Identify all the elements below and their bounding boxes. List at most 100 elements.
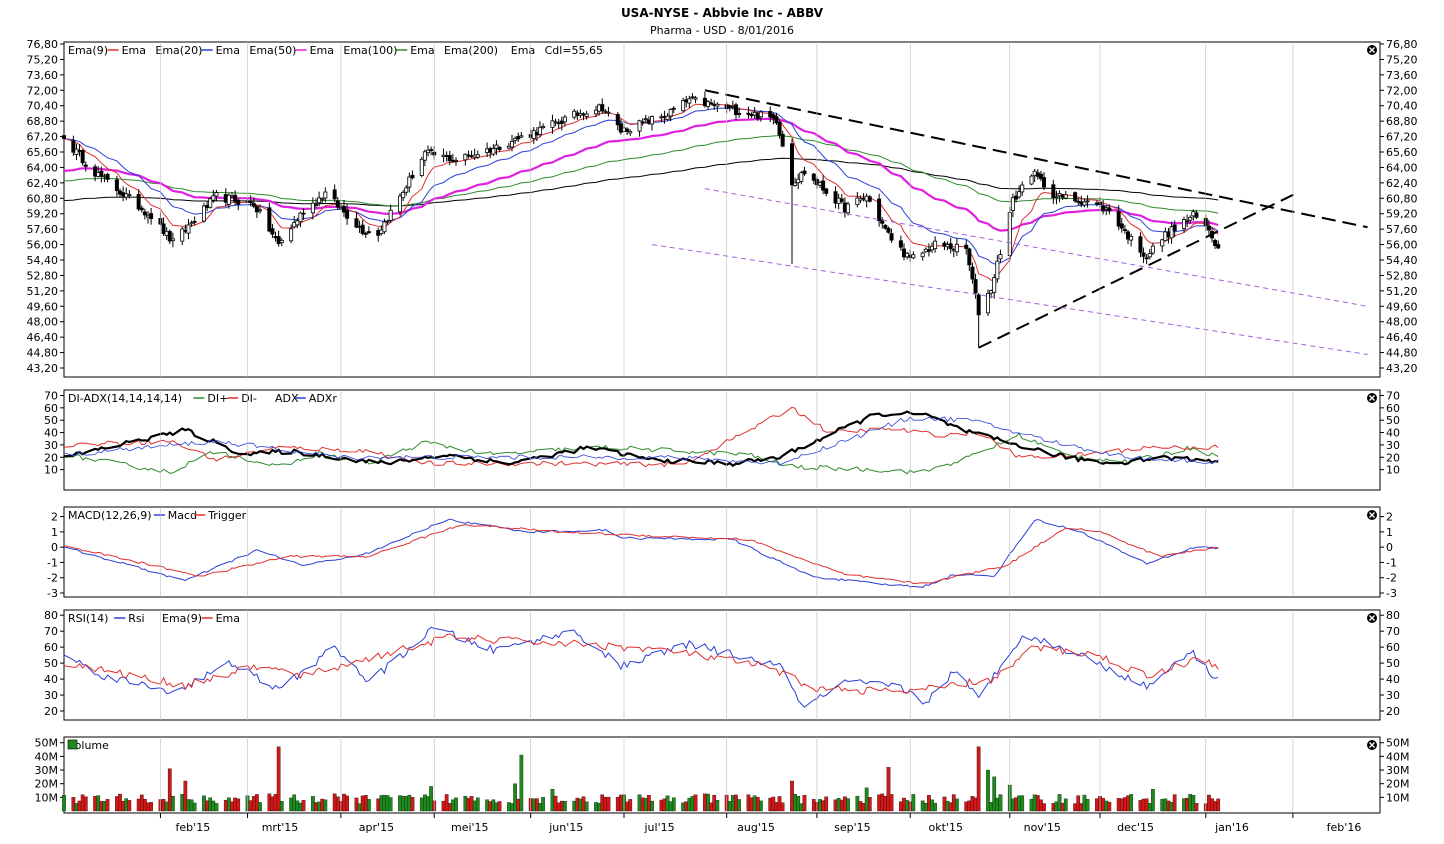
volume-bar: [790, 780, 794, 812]
candle: [790, 138, 795, 264]
volume-bar: [186, 799, 191, 812]
volume-bar: [354, 797, 359, 812]
y-tick-label-right: -1: [1386, 556, 1397, 569]
y-tick-label-left: 75,20: [27, 53, 59, 66]
candle: [71, 135, 76, 156]
candle: [898, 235, 903, 251]
volume-bar: [615, 796, 620, 812]
candle: [681, 97, 686, 113]
volume-bar: [258, 802, 262, 812]
dmi-panel-close-button[interactable]: [1367, 393, 1377, 403]
volume-panel-close-button[interactable]: [1367, 740, 1377, 750]
volume-bar: [662, 798, 667, 812]
x-tick-label: okt'15: [929, 821, 963, 834]
y-tick-label-right: 30M: [1386, 764, 1410, 777]
volume-bar: [248, 800, 253, 812]
volume-bar: [1054, 801, 1059, 812]
y-tick-label-left: 73,60: [27, 69, 59, 82]
legend-item: ADX: [275, 392, 299, 405]
candle: [142, 208, 147, 220]
price-panel-close-button[interactable]: [1367, 45, 1377, 55]
rsi-line: [63, 626, 1219, 708]
volume-bar: [1116, 798, 1121, 812]
y-tick-label-right: 20: [1386, 705, 1400, 718]
x-tick-label: jul'15: [644, 821, 675, 834]
volume-bar: [1039, 799, 1043, 812]
legend-item: Ema(200): [444, 44, 498, 57]
candle: [1017, 185, 1022, 199]
candle: [1014, 190, 1019, 203]
candle: [709, 98, 714, 106]
volume-bar: [780, 802, 785, 812]
volume-bar: [441, 800, 446, 812]
candle: [341, 200, 346, 217]
rsi-panel-close-button[interactable]: [1367, 613, 1377, 623]
candle: [1129, 233, 1134, 247]
volume-bar: [292, 794, 297, 812]
chart-title: USA-NYSE - Abbvie Inc - ABBV: [620, 6, 824, 20]
legend-item: RSI(14): [68, 612, 108, 625]
candle: [1126, 229, 1131, 245]
volume-bar: [1169, 802, 1174, 812]
panel-frame: [63, 41, 1381, 378]
legend-item: Ema(9): [68, 44, 108, 57]
volume-bar: [727, 801, 732, 812]
candle: [1141, 247, 1146, 264]
volume-bar: [251, 796, 256, 812]
y-tick-label-left: 30: [44, 689, 58, 702]
volume-bar: [146, 802, 150, 812]
candle: [127, 189, 132, 199]
candle: [233, 190, 238, 206]
volume-bar: [681, 802, 685, 812]
volume-bar: [930, 799, 934, 812]
y-tick-label-right: 60,80: [1386, 192, 1418, 205]
y-tick-label-right: 57,60: [1386, 223, 1418, 236]
candle: [236, 198, 241, 211]
volume-bar: [998, 794, 1003, 812]
y-tick-label-right: 48,00: [1386, 316, 1418, 329]
y-tick-label-right: 10M: [1386, 791, 1410, 804]
candle: [516, 132, 521, 143]
candle: [404, 185, 409, 196]
candle: [513, 136, 518, 144]
volume-bar: [712, 794, 717, 812]
macd-panel-close-button[interactable]: [1367, 510, 1377, 520]
candle: [562, 114, 567, 127]
y-tick-label-left: 56,00: [27, 239, 59, 252]
legend-item: Rsi: [128, 612, 144, 625]
y-tick-label-left: 70,40: [27, 100, 59, 113]
volume-bar: [401, 795, 405, 812]
volume-bar: [404, 796, 409, 812]
candle: [105, 172, 110, 183]
y-tick-label-right: 50: [1386, 657, 1400, 670]
volume-bar: [469, 796, 474, 812]
volume-bar: [80, 794, 85, 812]
volume-bar: [419, 797, 424, 812]
candle: [933, 236, 938, 253]
volume-bar: [360, 795, 365, 812]
candle: [1150, 242, 1155, 256]
candle: [83, 161, 88, 172]
y-tick-label-right: 68,80: [1386, 115, 1418, 128]
candle: [248, 195, 253, 207]
volume-bar: [995, 797, 1000, 812]
candle: [208, 196, 213, 209]
candle: [1216, 240, 1221, 250]
legend-item: Volume: [68, 739, 109, 752]
candle: [1144, 253, 1149, 265]
candle: [407, 172, 412, 193]
candle: [948, 237, 953, 254]
volume-bar: [563, 801, 567, 812]
volume-bar: [317, 801, 321, 812]
candle: [821, 175, 826, 195]
candle: [491, 144, 496, 157]
candle: [298, 211, 303, 228]
volume-bar: [572, 800, 577, 812]
candle: [584, 110, 589, 120]
candle: [780, 130, 785, 148]
y-tick-label-left: 10M: [35, 791, 59, 804]
y-tick-label-right: 43,20: [1386, 362, 1418, 375]
volume-bar: [171, 795, 175, 812]
candle: [335, 196, 340, 210]
volume-bar: [454, 797, 458, 812]
